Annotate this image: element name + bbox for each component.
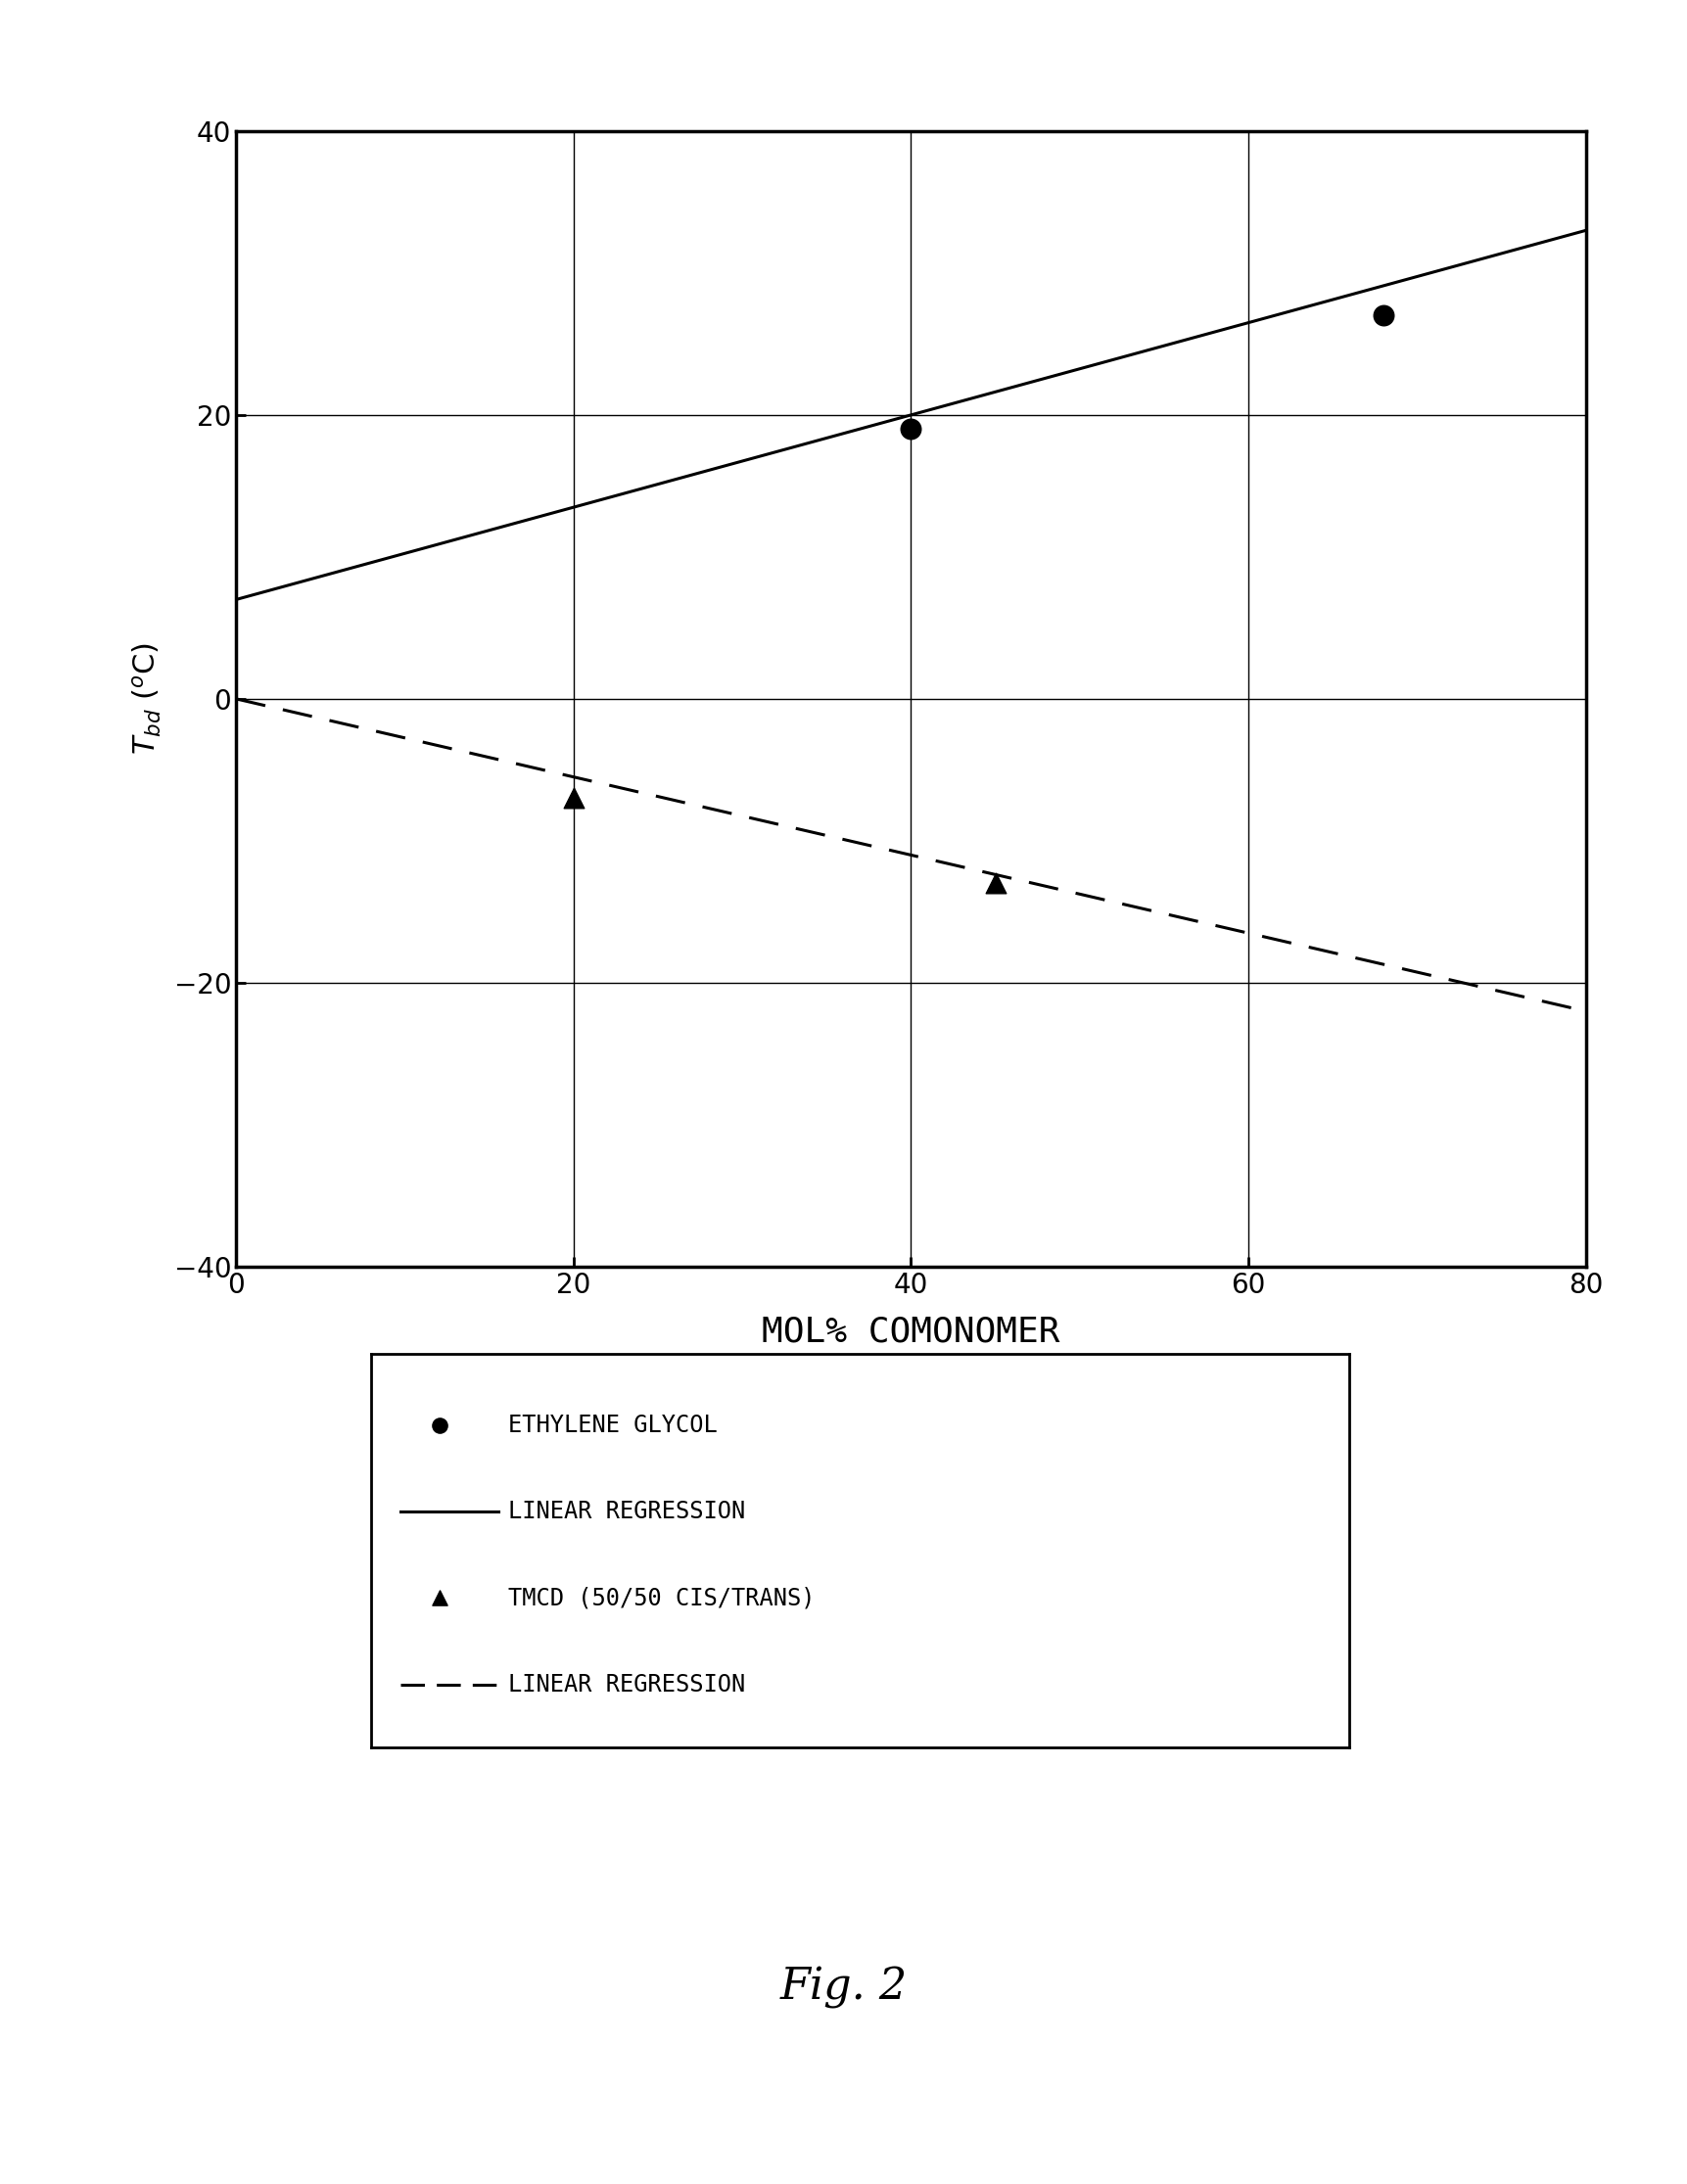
Point [427, 1581, 454, 1616]
Text: ETHYLENE GLYCOL: ETHYLENE GLYCOL [508, 1413, 717, 1437]
Y-axis label: $T_{bd}$ ($^{o}$C): $T_{bd}$ ($^{o}$C) [130, 642, 164, 756]
X-axis label: MOL% COMONOMER: MOL% COMONOMER [763, 1315, 1059, 1348]
Text: Fig. 2: Fig. 2 [779, 1966, 908, 2009]
Point [1370, 297, 1397, 332]
Text: TMCD (50/50 CIS/TRANS): TMCD (50/50 CIS/TRANS) [508, 1586, 815, 1610]
Text: LINEAR REGRESSION: LINEAR REGRESSION [508, 1500, 746, 1522]
Point [560, 782, 587, 817]
Point [897, 411, 924, 448]
Text: LINEAR REGRESSION: LINEAR REGRESSION [508, 1673, 746, 1697]
Point [427, 1406, 454, 1441]
Point [982, 865, 1009, 900]
